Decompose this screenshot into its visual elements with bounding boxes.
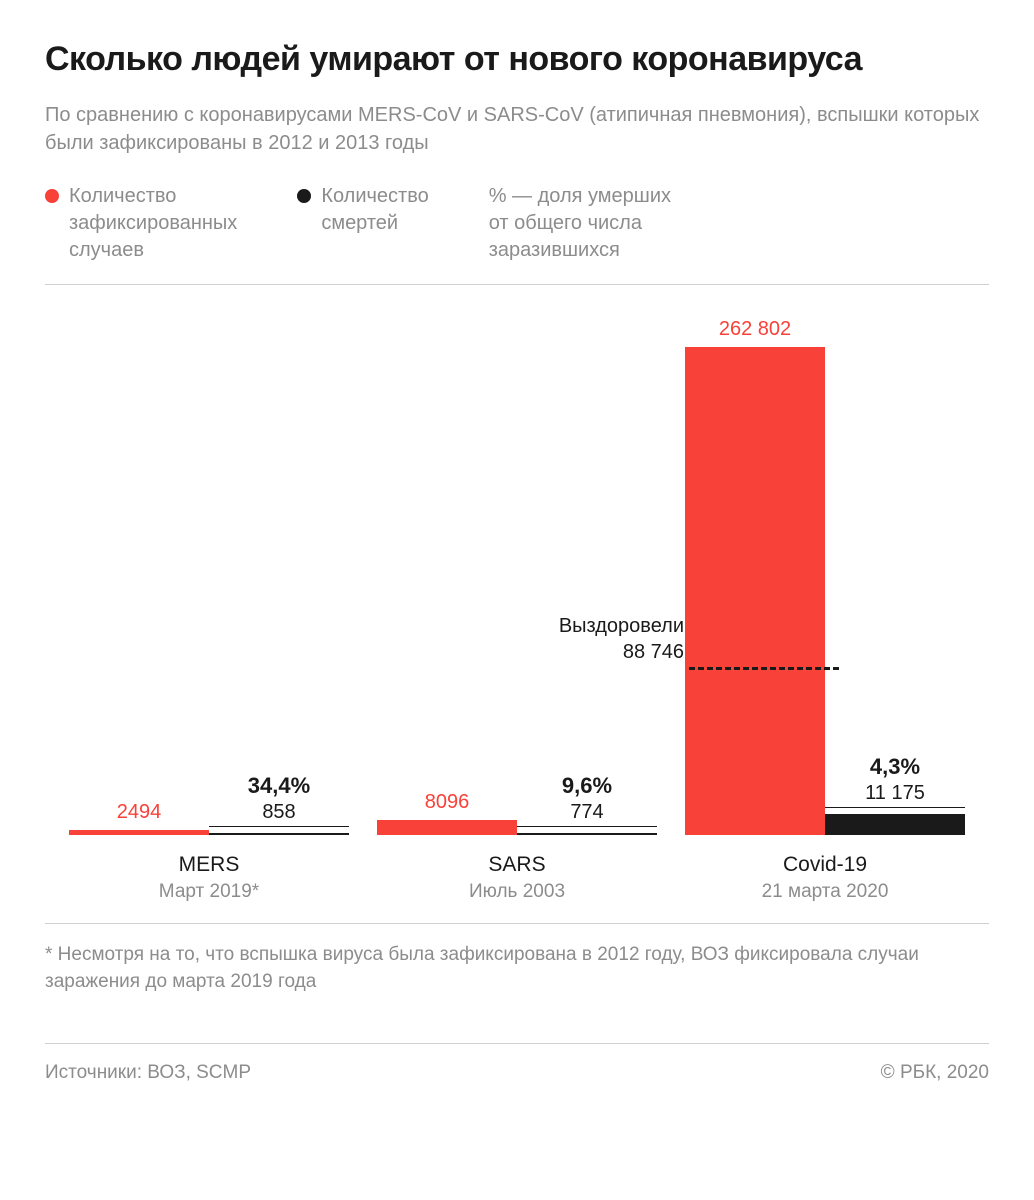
- chart-title: Сколько людей умирают от нового коронави…: [45, 40, 989, 79]
- pct-value: 4,3%: [825, 754, 965, 780]
- x-name: Covid-19: [680, 853, 970, 877]
- bar-group-sars: 8096 9,6% 774: [372, 773, 662, 835]
- chart-area: Выздоровели 88 746 2494 34,4% 858 8096: [45, 284, 989, 924]
- deaths-underline: [517, 826, 657, 827]
- legend-item-cases: Количество зафиксированных случаев: [45, 183, 237, 264]
- cases-value: 2494: [117, 801, 162, 824]
- pct-value: 9,6%: [517, 773, 657, 799]
- bar-group-mers: 2494 34,4% 858: [64, 773, 354, 835]
- deaths-bar: [825, 814, 965, 835]
- x-date: Март 2019*: [64, 881, 354, 903]
- legend-dot-cases-icon: [45, 189, 59, 203]
- cases-value: 262 802: [719, 318, 791, 341]
- cases-bar: [377, 820, 517, 835]
- x-name: SARS: [372, 853, 662, 877]
- deaths-underline: [209, 826, 349, 827]
- deaths-bar-wrap: 34,4% 858: [209, 773, 349, 835]
- footnote: * Несмотря на то, что вспышка вируса был…: [45, 942, 989, 995]
- deaths-value: 858: [209, 801, 349, 824]
- legend-label-deaths: Количество смертей: [321, 183, 428, 237]
- legend: Количество зафиксированных случаев Колич…: [45, 183, 989, 264]
- cases-bar-wrap: 262 802: [685, 318, 825, 835]
- deaths-labels: 34,4% 858: [209, 773, 349, 827]
- pct-value: 34,4%: [209, 773, 349, 799]
- recovered-value: 88 746: [559, 639, 684, 665]
- cases-bar: [69, 830, 209, 835]
- legend-dot-deaths-icon: [297, 189, 311, 203]
- cases-value: 8096: [425, 791, 470, 814]
- footer: Источники: ВОЗ, SCMP © РБК, 2020: [45, 1043, 989, 1084]
- deaths-underline: [825, 807, 965, 808]
- chart-plot: Выздоровели 88 746 2494 34,4% 858 8096: [45, 295, 989, 835]
- cases-bar: [685, 347, 825, 835]
- bar-group-covid19: 262 802 4,3% 11 175: [680, 318, 970, 835]
- recovered-text: Выздоровели: [559, 613, 684, 639]
- legend-item-deaths: Количество смертей: [297, 183, 428, 264]
- deaths-bar-wrap: 9,6% 774: [517, 773, 657, 835]
- deaths-bar-wrap: 4,3% 11 175: [825, 754, 965, 835]
- deaths-labels: 4,3% 11 175: [825, 754, 965, 808]
- chart-subtitle: По сравнению с коронавирусами MERS-CoV и…: [45, 101, 989, 157]
- legend-label-cases: Количество зафиксированных случаев: [69, 183, 237, 264]
- copyright-text: © РБК, 2020: [881, 1062, 989, 1084]
- deaths-value: 11 175: [825, 782, 965, 805]
- deaths-bar: [209, 833, 349, 835]
- x-name: MERS: [64, 853, 354, 877]
- sources-text: Источники: ВОЗ, SCMP: [45, 1062, 251, 1084]
- x-axis-labels: MERS Март 2019* SARS Июль 2003 Covid-19 …: [45, 835, 989, 903]
- deaths-value: 774: [517, 801, 657, 824]
- legend-label-pct: % — доля умерших от общего числа заразив…: [489, 183, 671, 264]
- x-date: 21 марта 2020: [680, 881, 970, 903]
- cases-bar-wrap: 2494: [69, 801, 209, 835]
- deaths-labels: 9,6% 774: [517, 773, 657, 827]
- cases-bar-wrap: 8096: [377, 791, 517, 835]
- recovered-annotation: Выздоровели 88 746: [559, 613, 684, 665]
- x-label-sars: SARS Июль 2003: [372, 853, 662, 903]
- x-label-mers: MERS Март 2019*: [64, 853, 354, 903]
- x-date: Июль 2003: [372, 881, 662, 903]
- recovered-dashed-line: [689, 667, 839, 670]
- legend-item-pct: % — доля умерших от общего числа заразив…: [489, 183, 671, 264]
- deaths-bar: [517, 833, 657, 835]
- x-label-covid19: Covid-19 21 марта 2020: [680, 853, 970, 903]
